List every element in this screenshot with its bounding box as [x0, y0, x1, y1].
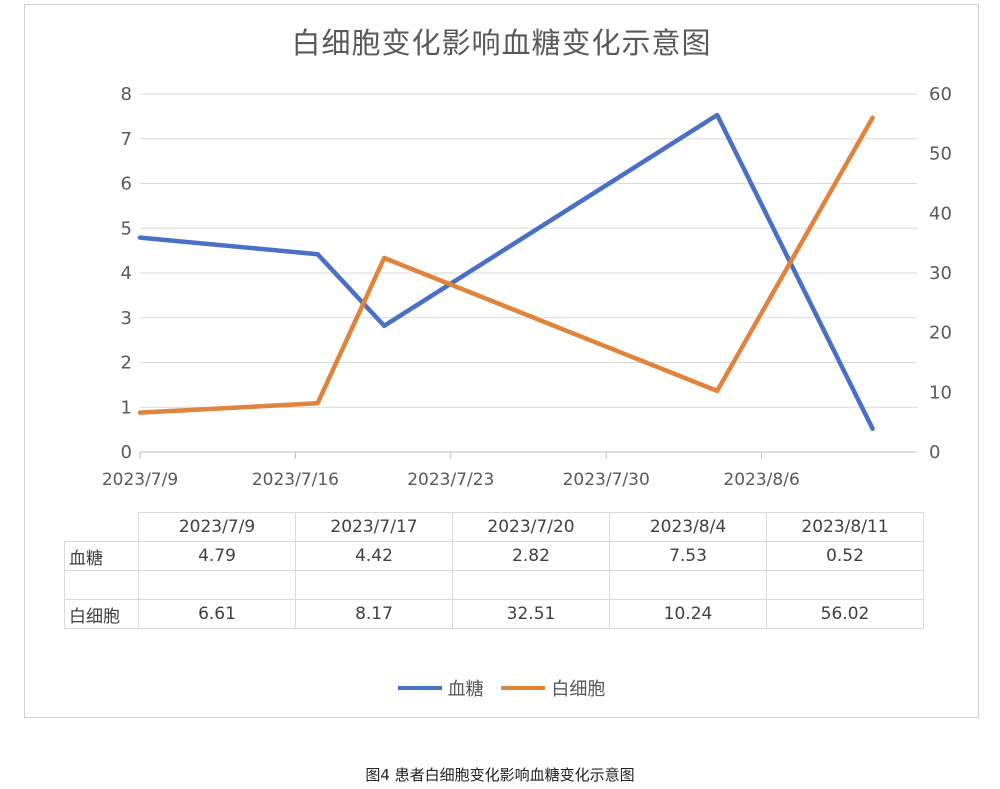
series-line-0: [137, 112, 875, 431]
y-left-tick-label: 3: [121, 308, 132, 329]
table-cell: [766, 570, 924, 600]
table-cell: 10.24: [609, 599, 767, 629]
table-cell: 0.52: [766, 541, 924, 571]
y-right-tick-label: 30: [929, 263, 952, 284]
table-header-cell: 2023/7/20: [452, 512, 610, 542]
y-right-tick-label: 50: [929, 144, 952, 165]
table-header-row: 2023/7/9 2023/7/17 2023/7/20 2023/8/4 20…: [64, 512, 924, 542]
table-row: 白细胞 6.61 8.17 32.51 10.24 56.02: [64, 599, 924, 629]
table-cell: 7.53: [609, 541, 767, 571]
table-cell: [452, 570, 610, 600]
figure-caption: 图4 患者白细胞变化影响血糖变化示意图: [365, 766, 635, 784]
y-right-tick-label: 20: [929, 323, 952, 344]
y-left-tick-label: 6: [121, 174, 132, 195]
legend-label: 白细胞: [551, 679, 606, 700]
table-row: 血糖 4.79 4.42 2.82 7.53 0.52: [64, 541, 924, 571]
table-cell: 32.51: [452, 599, 610, 629]
table-cell: [138, 570, 296, 600]
table-cell: 2.82: [452, 541, 610, 571]
table-row-label: 血糖: [64, 541, 139, 571]
table-header-cell: 2023/7/9: [138, 512, 296, 542]
data-table: 2023/7/9 2023/7/17 2023/7/20 2023/8/4 20…: [64, 512, 924, 629]
y-left-tick-label: 8: [121, 84, 132, 105]
x-tick-label: 2023/7/9: [102, 470, 178, 490]
legend-item: 血糖: [397, 675, 484, 701]
y-right-tick-label: 10: [929, 382, 952, 403]
table-cell: 6.61: [138, 599, 296, 629]
table-row: [64, 570, 924, 600]
table-cell: 56.02: [766, 599, 924, 629]
table-header-cell: 2023/8/4: [609, 512, 767, 542]
x-tick-label: 2023/8/6: [723, 470, 799, 490]
legend-swatch: [397, 686, 442, 690]
chart-legend: 血糖 白细胞: [24, 674, 979, 701]
y-left-tick-label: 1: [121, 397, 132, 418]
legend-swatch: [501, 686, 546, 690]
table-header-cell: 2023/8/11: [766, 512, 924, 542]
y-left-tick-label: 4: [121, 263, 132, 284]
table-cell: 8.17: [295, 599, 453, 629]
x-tick-label: 2023/7/16: [252, 470, 339, 490]
y-left-tick-label: 5: [121, 218, 132, 239]
table-cell: 4.42: [295, 541, 453, 571]
table-corner-cell: [64, 512, 139, 542]
x-tick-label: 2023/7/30: [563, 470, 650, 490]
y-right-tick-label: 60: [929, 84, 952, 105]
table-header-cell: 2023/7/17: [295, 512, 453, 542]
table-cell: [295, 570, 453, 600]
table-cell: [609, 570, 767, 600]
series-line-1: [137, 115, 875, 415]
y-right-tick-label: 0: [929, 442, 940, 463]
y-left-tick-label: 2: [121, 353, 132, 374]
legend-item: 白细胞: [501, 675, 605, 701]
legend-label: 血糖: [447, 679, 484, 700]
table-row-label: [64, 570, 139, 600]
table-cell: 4.79: [138, 541, 296, 571]
table-row-label: 白细胞: [64, 599, 139, 629]
y-left-tick-label: 0: [121, 442, 132, 463]
y-right-tick-label: 40: [929, 203, 952, 224]
x-tick-label: 2023/7/23: [407, 470, 494, 490]
y-left-tick-label: 7: [121, 129, 132, 150]
chart-title: 白细胞变化影响血糖变化示意图: [291, 26, 712, 60]
